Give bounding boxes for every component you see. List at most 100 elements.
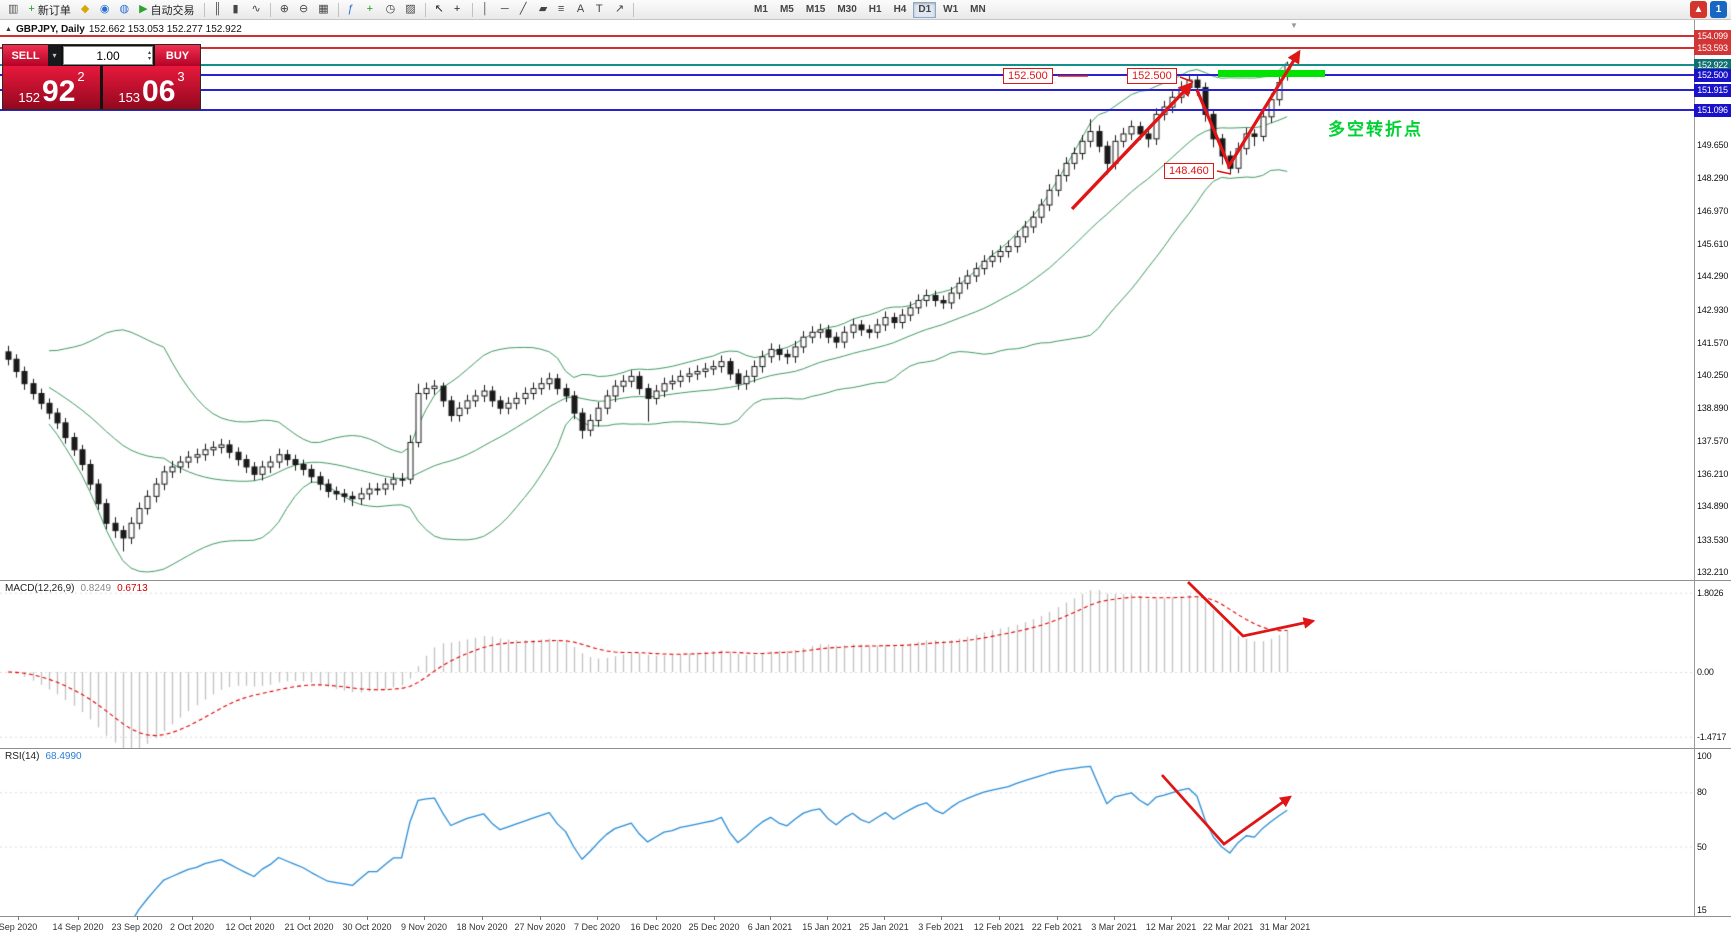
price-axis-label: 133.530 [1697,534,1729,545]
price-tag-154.099: 154.099 [1694,30,1731,44]
fibonacci-icon[interactable]: ≡ [554,1,571,18]
volume-input[interactable]: 1.00 ▴ ▾ [63,46,153,65]
symbol-marker-icon: ▲ [5,26,12,33]
template-icon[interactable]: ▨ [401,1,419,18]
time-axis-label: 12 Mar 2021 [1145,922,1197,932]
line-chart-icon-glyph: ∿ [251,3,261,15]
price-callout-152.500[interactable]: 152.500 [1003,68,1053,84]
arrow-tool-icon[interactable]: ↗ [611,1,628,18]
timeframe-m5[interactable]: M5 [779,4,794,15]
rsi-axis-label: 15 [1697,905,1707,916]
macd-axis-label: 1.8026 [1697,587,1724,598]
turning-point-label[interactable]: 多空转折点 [1328,120,1423,139]
channel-icon[interactable]: ▰ [535,1,552,18]
add-indicator-icon[interactable]: + [363,1,380,18]
price-level-line-151.096[interactable] [0,108,1694,111]
timeframe-h4[interactable]: H4 [893,4,907,15]
new-chart-icon[interactable]: ▥ [4,1,22,18]
cursor-icon[interactable]: ↖ [431,1,448,18]
period-icon[interactable]: ◷ [382,1,400,18]
price-level-line-152.922[interactable] [0,63,1694,66]
sell-options-caret[interactable]: ▾ [48,45,61,66]
time-axis-label: 23 Sep 2020 [111,922,163,932]
timeframe-m30[interactable]: M30 [837,4,857,15]
tile-windows-icon-glyph: ▦ [318,3,329,15]
price-callout-152.500[interactable]: 152.500 [1127,68,1177,84]
buy-price-pip: 3 [177,69,185,84]
tile-windows-icon[interactable]: ▦ [314,1,332,18]
timeframe-mn[interactable]: MN [970,4,986,15]
macd-canvas[interactable] [0,580,1694,748]
candlestick-chart-icon[interactable]: ▮ [229,1,246,18]
mql5-icon[interactable]: ▲ [1690,1,1707,18]
time-axis-tick [1171,916,1172,920]
sell-price-main: 92 [42,75,76,108]
time-axis-label: 15 Jan 2021 [802,922,852,932]
macd-name: MACD(12,26,9) [5,583,75,594]
price-axis[interactable]: 149.650 148.290 146.970 145.610 144.290 142.9… [1694,0,1731,944]
time-axis-label: 22 Mar 2021 [1202,922,1254,932]
buy-price-prefix: 153 [118,90,141,105]
time-axis[interactable]: Sep 2020 14 Sep 2020 23 Sep 2020 2 Oct 2020… [0,916,1731,944]
time-axis-tick [1057,916,1058,920]
time-axis-label: 25 Dec 2020 [688,922,740,932]
vertical-line-icon[interactable]: │ [478,1,495,18]
help-icon[interactable]: ◍ [115,1,133,18]
sell-button[interactable]: SELL [3,45,48,66]
horizontal-line-icon[interactable]: ─ [497,1,514,18]
stepper-down-icon[interactable]: ▾ [147,55,151,62]
time-axis-tick [941,916,942,920]
autotrading-button[interactable]: ▶ 自动交易 [135,1,198,18]
timeframe-h1[interactable]: H1 [868,4,882,15]
macd-axis-label: -1.4717 [1697,731,1727,742]
new-order-button[interactable]: + 新订单 [24,1,74,18]
text-icon[interactable]: A [573,1,590,18]
price-chart-canvas[interactable] [0,20,1694,580]
crosshair-icon[interactable]: + [450,1,467,18]
buy-button-label: BUY [165,49,190,62]
highlight-bar[interactable] [1218,70,1325,77]
cursor-icon-glyph: ↖ [434,3,444,15]
price-level-line-152.500[interactable] [0,74,1694,77]
price-axis-label: 144.290 [1697,271,1729,282]
buy-button[interactable]: BUY [155,45,200,66]
macd-separator[interactable] [0,580,1731,581]
volume-stepper[interactable]: ▴ ▾ [148,47,151,64]
timeframe-m15[interactable]: M15 [805,4,826,15]
trendline-icon[interactable]: ╱ [516,1,533,18]
chart-shift-marker[interactable]: ▼ [1290,21,1298,30]
price-level-line-154.099[interactable] [0,35,1694,38]
time-axis-tick [192,916,193,920]
price-level-line-153.593[interactable] [0,47,1694,50]
toolbar: ▥ + 新订单 ◆ ◉ ◍ ▶ 自动交易 ║ ▮ ∿ ⊕ ⊖ ▦ ƒ + ◷ ▨ ↖ + │ ─ ╱ ▰ ≡ A T ↗ M1 M5 M1… [0,0,1731,20]
label-icon[interactable]: T [592,1,609,18]
price-level-line-151.915[interactable] [0,88,1694,91]
time-axis-tick [1285,916,1286,920]
timeframe-m1[interactable]: M1 [754,4,768,15]
sell-price[interactable]: 152 92 2 [3,66,100,109]
zoom-out-icon[interactable]: ⊖ [295,1,312,18]
stepper-up-icon[interactable]: ▴ [147,49,151,56]
toolbar-separator [471,2,473,17]
bar-chart-icon[interactable]: ║ [210,1,227,18]
metaeditor-icon[interactable]: ◆ [77,1,94,18]
time-axis-label: 22 Feb 2021 [1031,922,1083,932]
community-icon[interactable]: ◉ [96,1,114,18]
time-axis-label: 25 Jan 2021 [859,922,909,932]
rsi-axis-label: 50 [1697,841,1707,852]
indicators-icon[interactable]: ƒ [344,1,361,18]
line-chart-icon[interactable]: ∿ [248,1,265,18]
timeframe-w1[interactable]: W1 [943,4,959,15]
rsi-separator[interactable] [0,748,1731,749]
time-axis-tick [540,916,541,920]
price-callout-148.460[interactable]: 148.460 [1164,163,1214,179]
price-tag-152.500: 152.500 [1694,69,1731,83]
zoom-in-icon[interactable]: ⊕ [276,1,293,18]
rsi-canvas[interactable] [0,748,1694,916]
buy-price[interactable]: 153 06 3 [103,66,200,109]
help-icon-glyph: ◍ [119,3,130,15]
notifications-icon[interactable]: 1 [1710,1,1727,18]
time-axis-tick [656,916,657,920]
timeframe-d1[interactable]: D1 [913,1,937,18]
